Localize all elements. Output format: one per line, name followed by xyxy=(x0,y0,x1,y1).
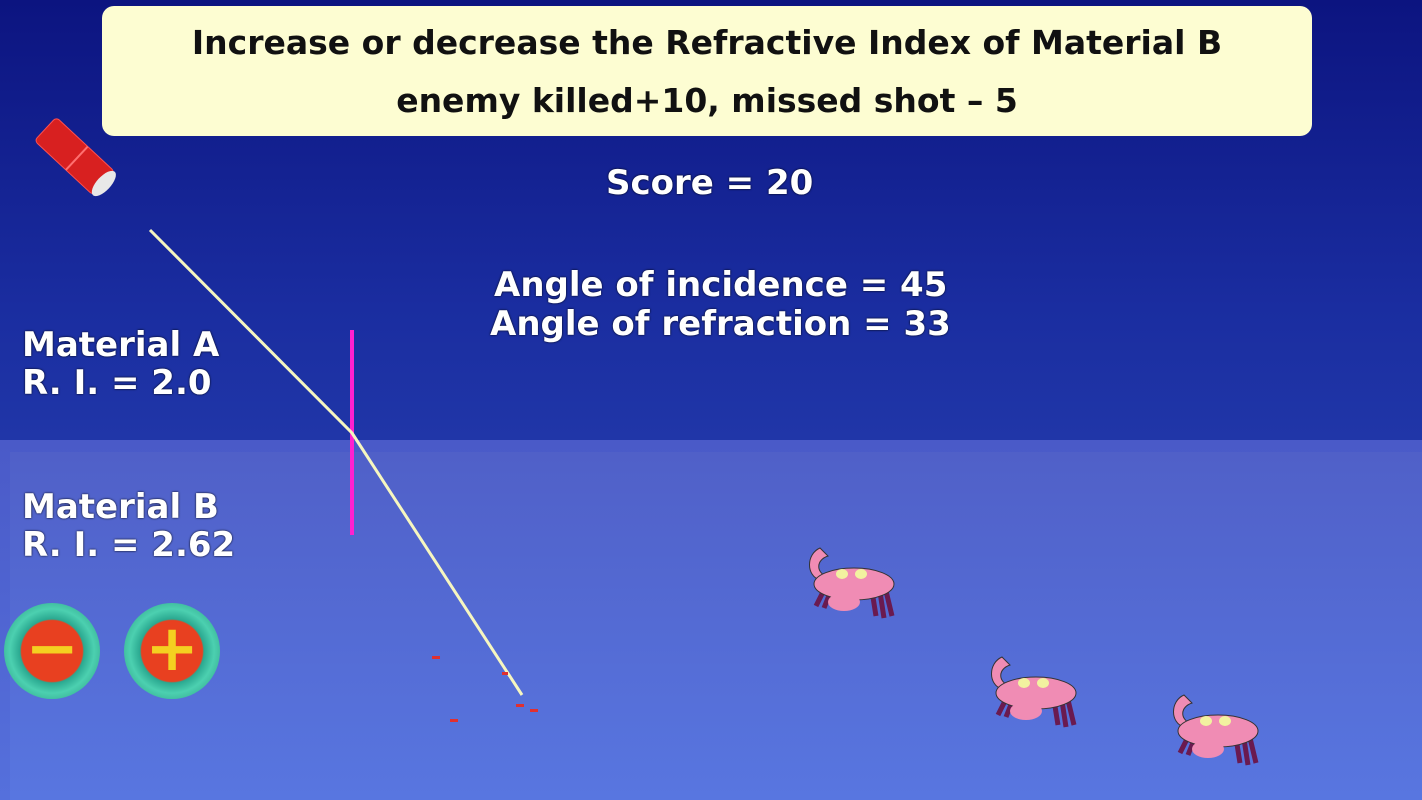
material-b-name: Material B xyxy=(22,487,219,527)
instruction-line-1: Increase or decrease the Refractive Inde… xyxy=(191,23,1223,62)
plus-icon: + xyxy=(145,612,199,686)
instruction-line-2: enemy killed+10, missed shot – 5 xyxy=(396,81,1018,120)
material-b-ri: R. I. = 2.62 xyxy=(22,525,236,565)
decrease-ri-button[interactable]: − xyxy=(4,603,100,699)
angle-of-refraction: Angle of refraction = 33 xyxy=(490,304,951,344)
laser-pointer-icon[interactable] xyxy=(34,117,119,200)
material-a-ri: R. I. = 2.0 xyxy=(22,363,212,403)
score-text: Score = 20 xyxy=(606,163,814,203)
laser-beam xyxy=(148,228,524,696)
crab-enemy[interactable] xyxy=(809,547,895,619)
instruction-banner: Increase or decrease the Refractive Inde… xyxy=(102,6,1312,136)
debris xyxy=(432,656,538,722)
increase-ri-button[interactable]: + xyxy=(124,603,220,699)
angle-of-incidence: Angle of incidence = 45 xyxy=(494,265,948,305)
crab-enemy[interactable] xyxy=(1173,694,1259,766)
material-a-name: Material A xyxy=(22,325,220,365)
minus-icon: − xyxy=(25,612,79,686)
crab-enemy[interactable] xyxy=(991,656,1077,728)
